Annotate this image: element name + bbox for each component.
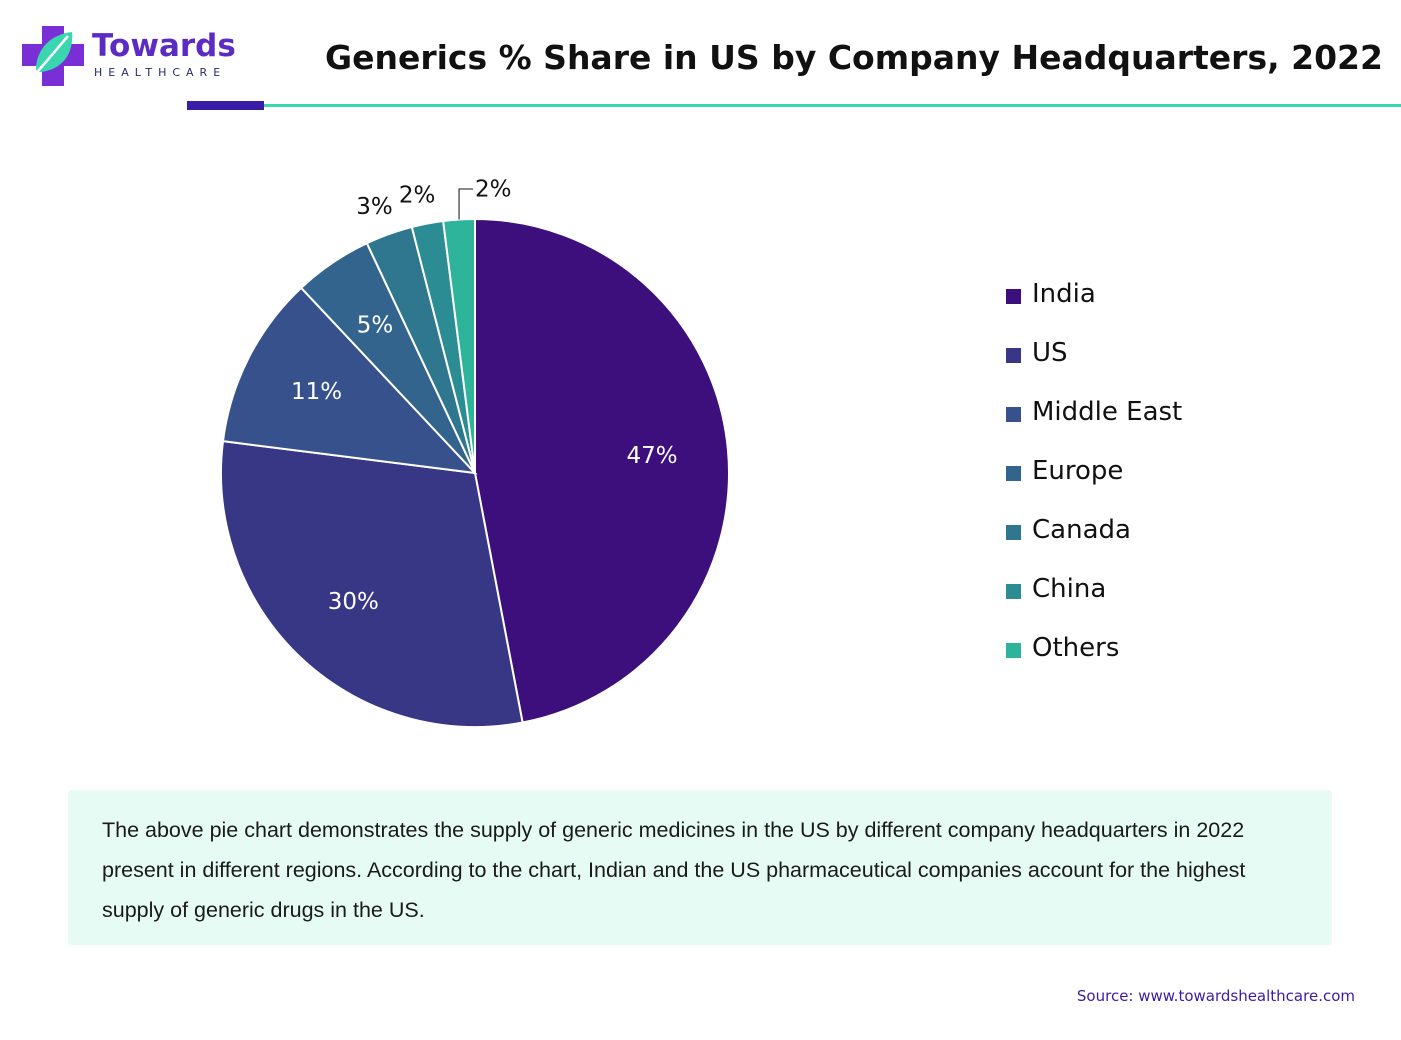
legend-swatch	[1006, 643, 1021, 658]
leader-line-others	[458, 188, 474, 220]
legend-swatch	[1006, 584, 1021, 599]
legend-swatch	[1006, 348, 1021, 363]
legend-label: Others	[1032, 633, 1120, 663]
pie-slice-middle-east	[221, 286, 478, 475]
legend-swatch	[1006, 407, 1021, 422]
legend-label: Canada	[1032, 515, 1131, 545]
title-rule-accent	[187, 101, 264, 110]
medical-cross-leaf-icon	[22, 26, 84, 86]
legend-label: India	[1032, 279, 1096, 309]
legend-swatch	[1006, 525, 1021, 540]
legend-label: Europe	[1032, 456, 1124, 486]
data-label-canada: 3%	[356, 194, 393, 220]
legend-swatch	[1006, 466, 1021, 481]
page-title: Generics % Share in US by Company Headqu…	[325, 38, 1383, 77]
data-label-europe: 5%	[357, 312, 394, 338]
data-label-others: 2%	[475, 177, 512, 203]
legend-swatch	[1006, 289, 1021, 304]
source-credit: Source: www.towardshealthcare.com	[1076, 987, 1355, 1005]
data-label-india: 47%	[626, 443, 677, 469]
legend-label: US	[1032, 338, 1068, 368]
pie-chart: 47%30%11%5%3% 2% 2%	[220, 177, 730, 728]
pie-slice-india	[474, 217, 730, 724]
brand-tagline: HEALTHCARE	[94, 66, 227, 79]
data-label-middle-east: 11%	[291, 379, 342, 405]
legend-label: Middle East	[1032, 397, 1183, 427]
legend-label: China	[1032, 574, 1107, 604]
brand-name: Towards	[92, 28, 236, 64]
summary-panel: The above pie chart demonstrates the sup…	[68, 790, 1332, 945]
title-rule	[264, 104, 1401, 107]
brand-logo: Towards HEALTHCARE	[22, 26, 236, 86]
data-label-us: 30%	[328, 589, 379, 615]
summary-text: The above pie chart demonstrates the sup…	[102, 818, 1246, 922]
pie-slice-us	[220, 440, 524, 728]
pie-slice-others	[442, 217, 476, 474]
data-label-china: 2%	[399, 182, 436, 208]
